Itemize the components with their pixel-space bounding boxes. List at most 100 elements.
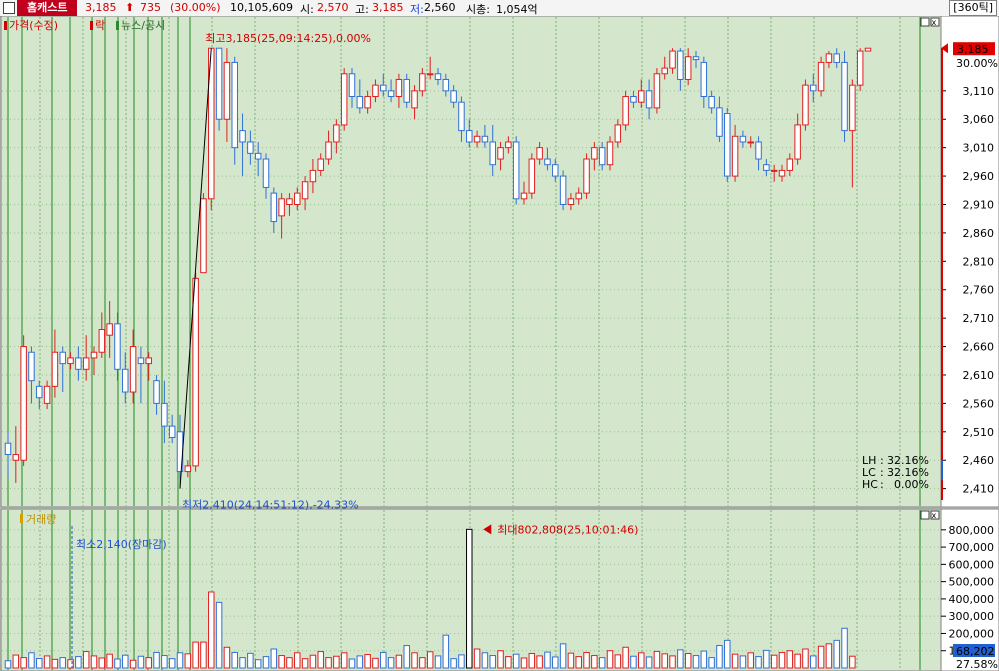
volume-bar	[309, 654, 317, 669]
candle-body	[630, 96, 637, 103]
candle-body	[606, 141, 614, 166]
volume-bar	[122, 654, 129, 669]
volume-bar	[372, 657, 379, 669]
volume-bar	[763, 649, 770, 669]
volume-bar	[825, 643, 833, 669]
volume-bar	[536, 655, 543, 669]
volume-bar	[786, 650, 794, 669]
price-pane-controls[interactable]: x	[920, 17, 940, 27]
legend-price[interactable]: 가격(수정)	[9, 19, 58, 32]
candle-body	[567, 198, 575, 205]
candle-body	[520, 192, 528, 200]
volume-tick-label: 800,000	[949, 524, 995, 537]
volume-bar	[512, 653, 520, 669]
legend-news[interactable]: 뉴스/공시	[121, 19, 165, 32]
market-cap: 1,054억	[496, 3, 538, 16]
candle-body	[536, 147, 543, 160]
price-tick-label: 2,410	[963, 483, 995, 496]
candle-body	[856, 50, 864, 86]
volume-bar	[294, 652, 301, 669]
stock-name[interactable]: 홈캐스트	[17, 0, 78, 16]
volume-tick-label: 600,000	[949, 558, 995, 571]
volume-bar	[114, 658, 121, 669]
stock-chart[interactable]: 3,110 3,060 3,010 2,960 2,910 2,860 2,810 2,760…	[0, 16, 999, 671]
candle-body	[348, 73, 356, 98]
candle-body	[254, 152, 262, 160]
candle-body	[739, 135, 747, 143]
volume-bar	[817, 645, 825, 669]
candle-body	[426, 73, 434, 76]
volume-bar	[380, 651, 387, 669]
price-tick-label: 2,810	[963, 255, 995, 268]
volume-bar	[614, 654, 622, 669]
legend-marker-rights	[90, 21, 93, 30]
candle-body	[387, 90, 395, 98]
last-price-arrow-icon	[941, 43, 948, 54]
volume-bar	[12, 654, 20, 669]
close-icon[interactable]: x	[932, 511, 937, 520]
volume-pane-controls[interactable]: x	[920, 510, 940, 520]
candle-body	[4, 442, 12, 456]
price-tick-label: 2,910	[963, 198, 995, 211]
stat-label: LH	[862, 454, 876, 467]
price-axis-pane	[940, 16, 999, 508]
candle-body	[270, 192, 278, 223]
legend-rights[interactable]: 락	[95, 19, 105, 32]
volume-bar	[75, 656, 82, 669]
volume-bar	[497, 650, 504, 669]
last-price-label: 3,185	[957, 43, 989, 56]
candle-body	[575, 192, 582, 200]
max-volume-arrow-icon	[483, 524, 492, 535]
legend-volume[interactable]: 거래량	[26, 513, 56, 526]
candle-body	[833, 53, 840, 63]
volume-bar	[153, 651, 160, 669]
close-icon[interactable]: x	[932, 18, 937, 27]
volume-bar	[145, 657, 152, 669]
price-tick-label: 2,560	[963, 397, 995, 410]
volume-bar	[215, 601, 223, 669]
volume-bar	[184, 653, 192, 669]
candle-body	[778, 169, 786, 177]
price-tick-label: 2,710	[963, 312, 995, 325]
volume-bar	[403, 645, 410, 669]
price-tick-label: 3,010	[963, 142, 995, 155]
candle-body	[544, 158, 551, 166]
candle-body	[278, 198, 285, 217]
candle-body	[145, 357, 152, 365]
candle-body	[817, 61, 825, 92]
volume-bar	[489, 655, 496, 669]
volume-bar	[192, 641, 199, 669]
volume-bar	[82, 651, 90, 669]
candle-body	[512, 141, 520, 200]
volume-bar	[231, 651, 238, 669]
stat-value: 32.16%	[887, 466, 929, 479]
candle-body	[505, 141, 512, 149]
volume-bar	[301, 658, 309, 669]
volume-bar	[692, 655, 700, 669]
volume-bar	[176, 652, 184, 669]
volume-bar	[724, 639, 731, 669]
candle-body	[622, 96, 629, 126]
candle-body	[12, 454, 20, 461]
candle-body	[810, 84, 817, 92]
volume-bar	[833, 639, 840, 669]
mcap-label: 시총:	[466, 3, 490, 16]
volume-bar	[677, 649, 684, 669]
candle-body	[669, 50, 676, 69]
change-percent: (30.00%)	[170, 1, 221, 14]
candle-body	[231, 61, 238, 149]
candle-body	[153, 380, 160, 404]
volume-bar	[794, 653, 801, 669]
volume-bar	[598, 657, 606, 669]
volume-bar	[778, 651, 786, 669]
candle-body	[763, 164, 770, 171]
candle-body	[661, 67, 668, 75]
candle-body	[770, 169, 778, 172]
select-checkbox[interactable]	[3, 2, 15, 14]
candle-body	[262, 158, 270, 188]
candle-body	[716, 107, 723, 137]
candle-body	[340, 73, 348, 126]
volume-bar	[661, 653, 668, 669]
candle-body	[372, 84, 379, 98]
tick-interval-badge[interactable]: [360틱]	[949, 0, 997, 16]
